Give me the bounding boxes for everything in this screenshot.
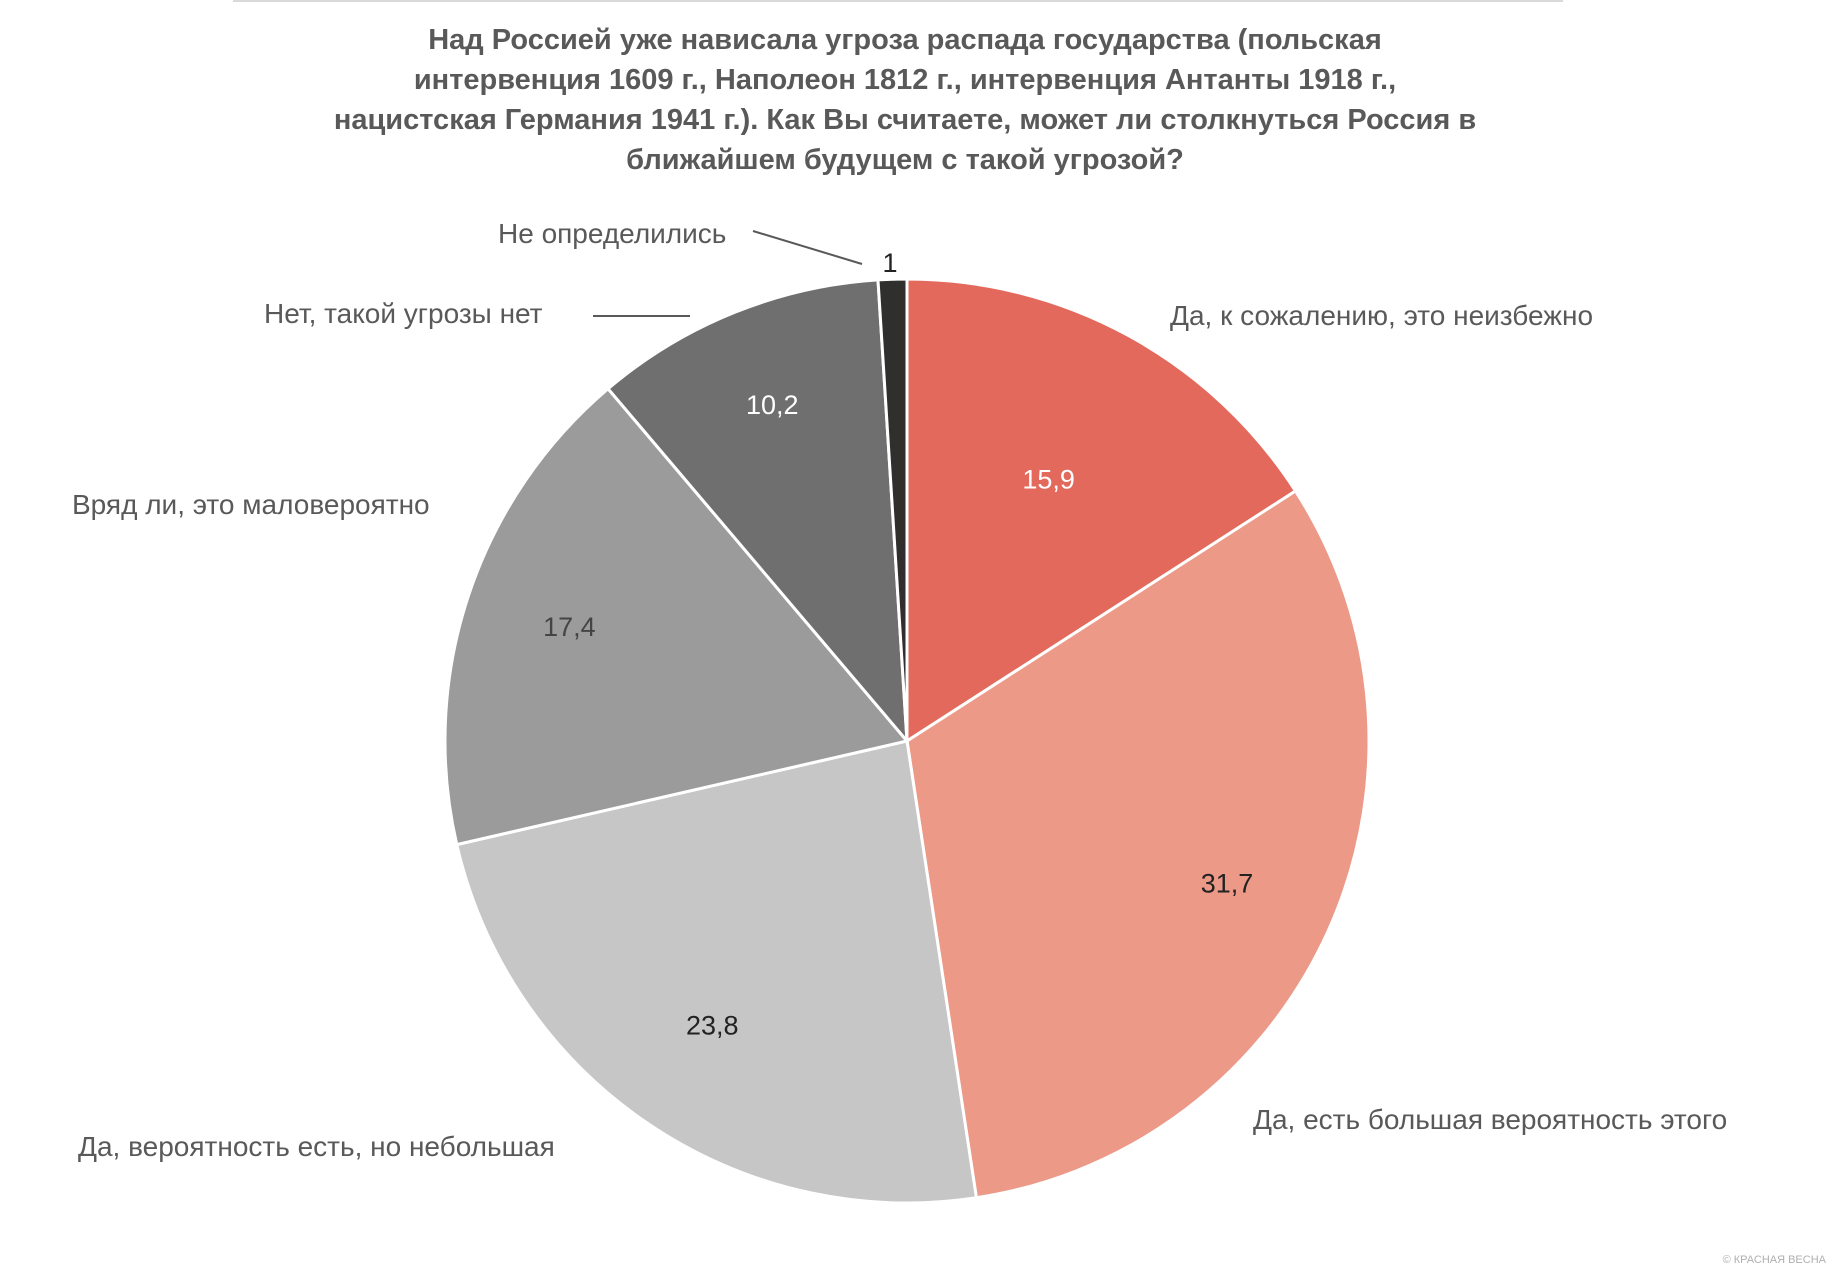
- category-label-6: Не определились: [498, 218, 726, 249]
- pie-slice-2: [905, 489, 1371, 1200]
- pie-slice-4: [443, 387, 909, 847]
- chart-title: Над Россией уже нависала угроза распада …: [300, 20, 1510, 180]
- pie-slice-5: [606, 278, 909, 743]
- chart-title-line-2: интервенция 1609 г., Наполеон 1812 г., и…: [413, 64, 1397, 96]
- value-label-1: 15,9: [1022, 465, 1075, 495]
- value-label-6: 1: [882, 248, 897, 278]
- chart-title-line-1: Над Россией уже нависала угроза распада …: [428, 24, 1382, 56]
- pie-slice-3: [455, 739, 978, 1205]
- value-label-5: 10,2: [746, 390, 799, 420]
- category-label-1: Да, к сожалению, это неизбежно: [1170, 300, 1593, 331]
- category-label-5: Нет, такой угрозы нет: [264, 298, 543, 329]
- value-label-4: 17,4: [543, 612, 596, 642]
- category-label-4: Вряд ли, это маловероятно: [72, 489, 430, 520]
- chart-title-line-3: нацистская Германия 1941 г.). Как Вы счи…: [333, 104, 1477, 136]
- leader-lines: [593, 230, 863, 317]
- pie-slice-1: [905, 277, 1298, 743]
- value-label-3: 23,8: [686, 1011, 739, 1041]
- pie-slices: [443, 277, 1371, 1205]
- value-label-2: 31,7: [1201, 869, 1254, 899]
- watermark: © КРАСНАЯ ВЕСНА: [1722, 1254, 1826, 1266]
- category-label-2: Да, есть большая вероятность этого: [1253, 1104, 1727, 1135]
- chart-title-line-4: ближайшем будущем с такой угрозой?: [626, 144, 1184, 176]
- top-rule: [233, 0, 1563, 2]
- pie-labels: 15,9 Да, к сожалению, это неизбежно 31,7 Да…: [72, 218, 1727, 1162]
- pie-slice-6: [876, 277, 909, 743]
- leader-line-2: [752, 230, 863, 265]
- category-label-3: Да, вероятность есть, но небольшая: [78, 1131, 555, 1162]
